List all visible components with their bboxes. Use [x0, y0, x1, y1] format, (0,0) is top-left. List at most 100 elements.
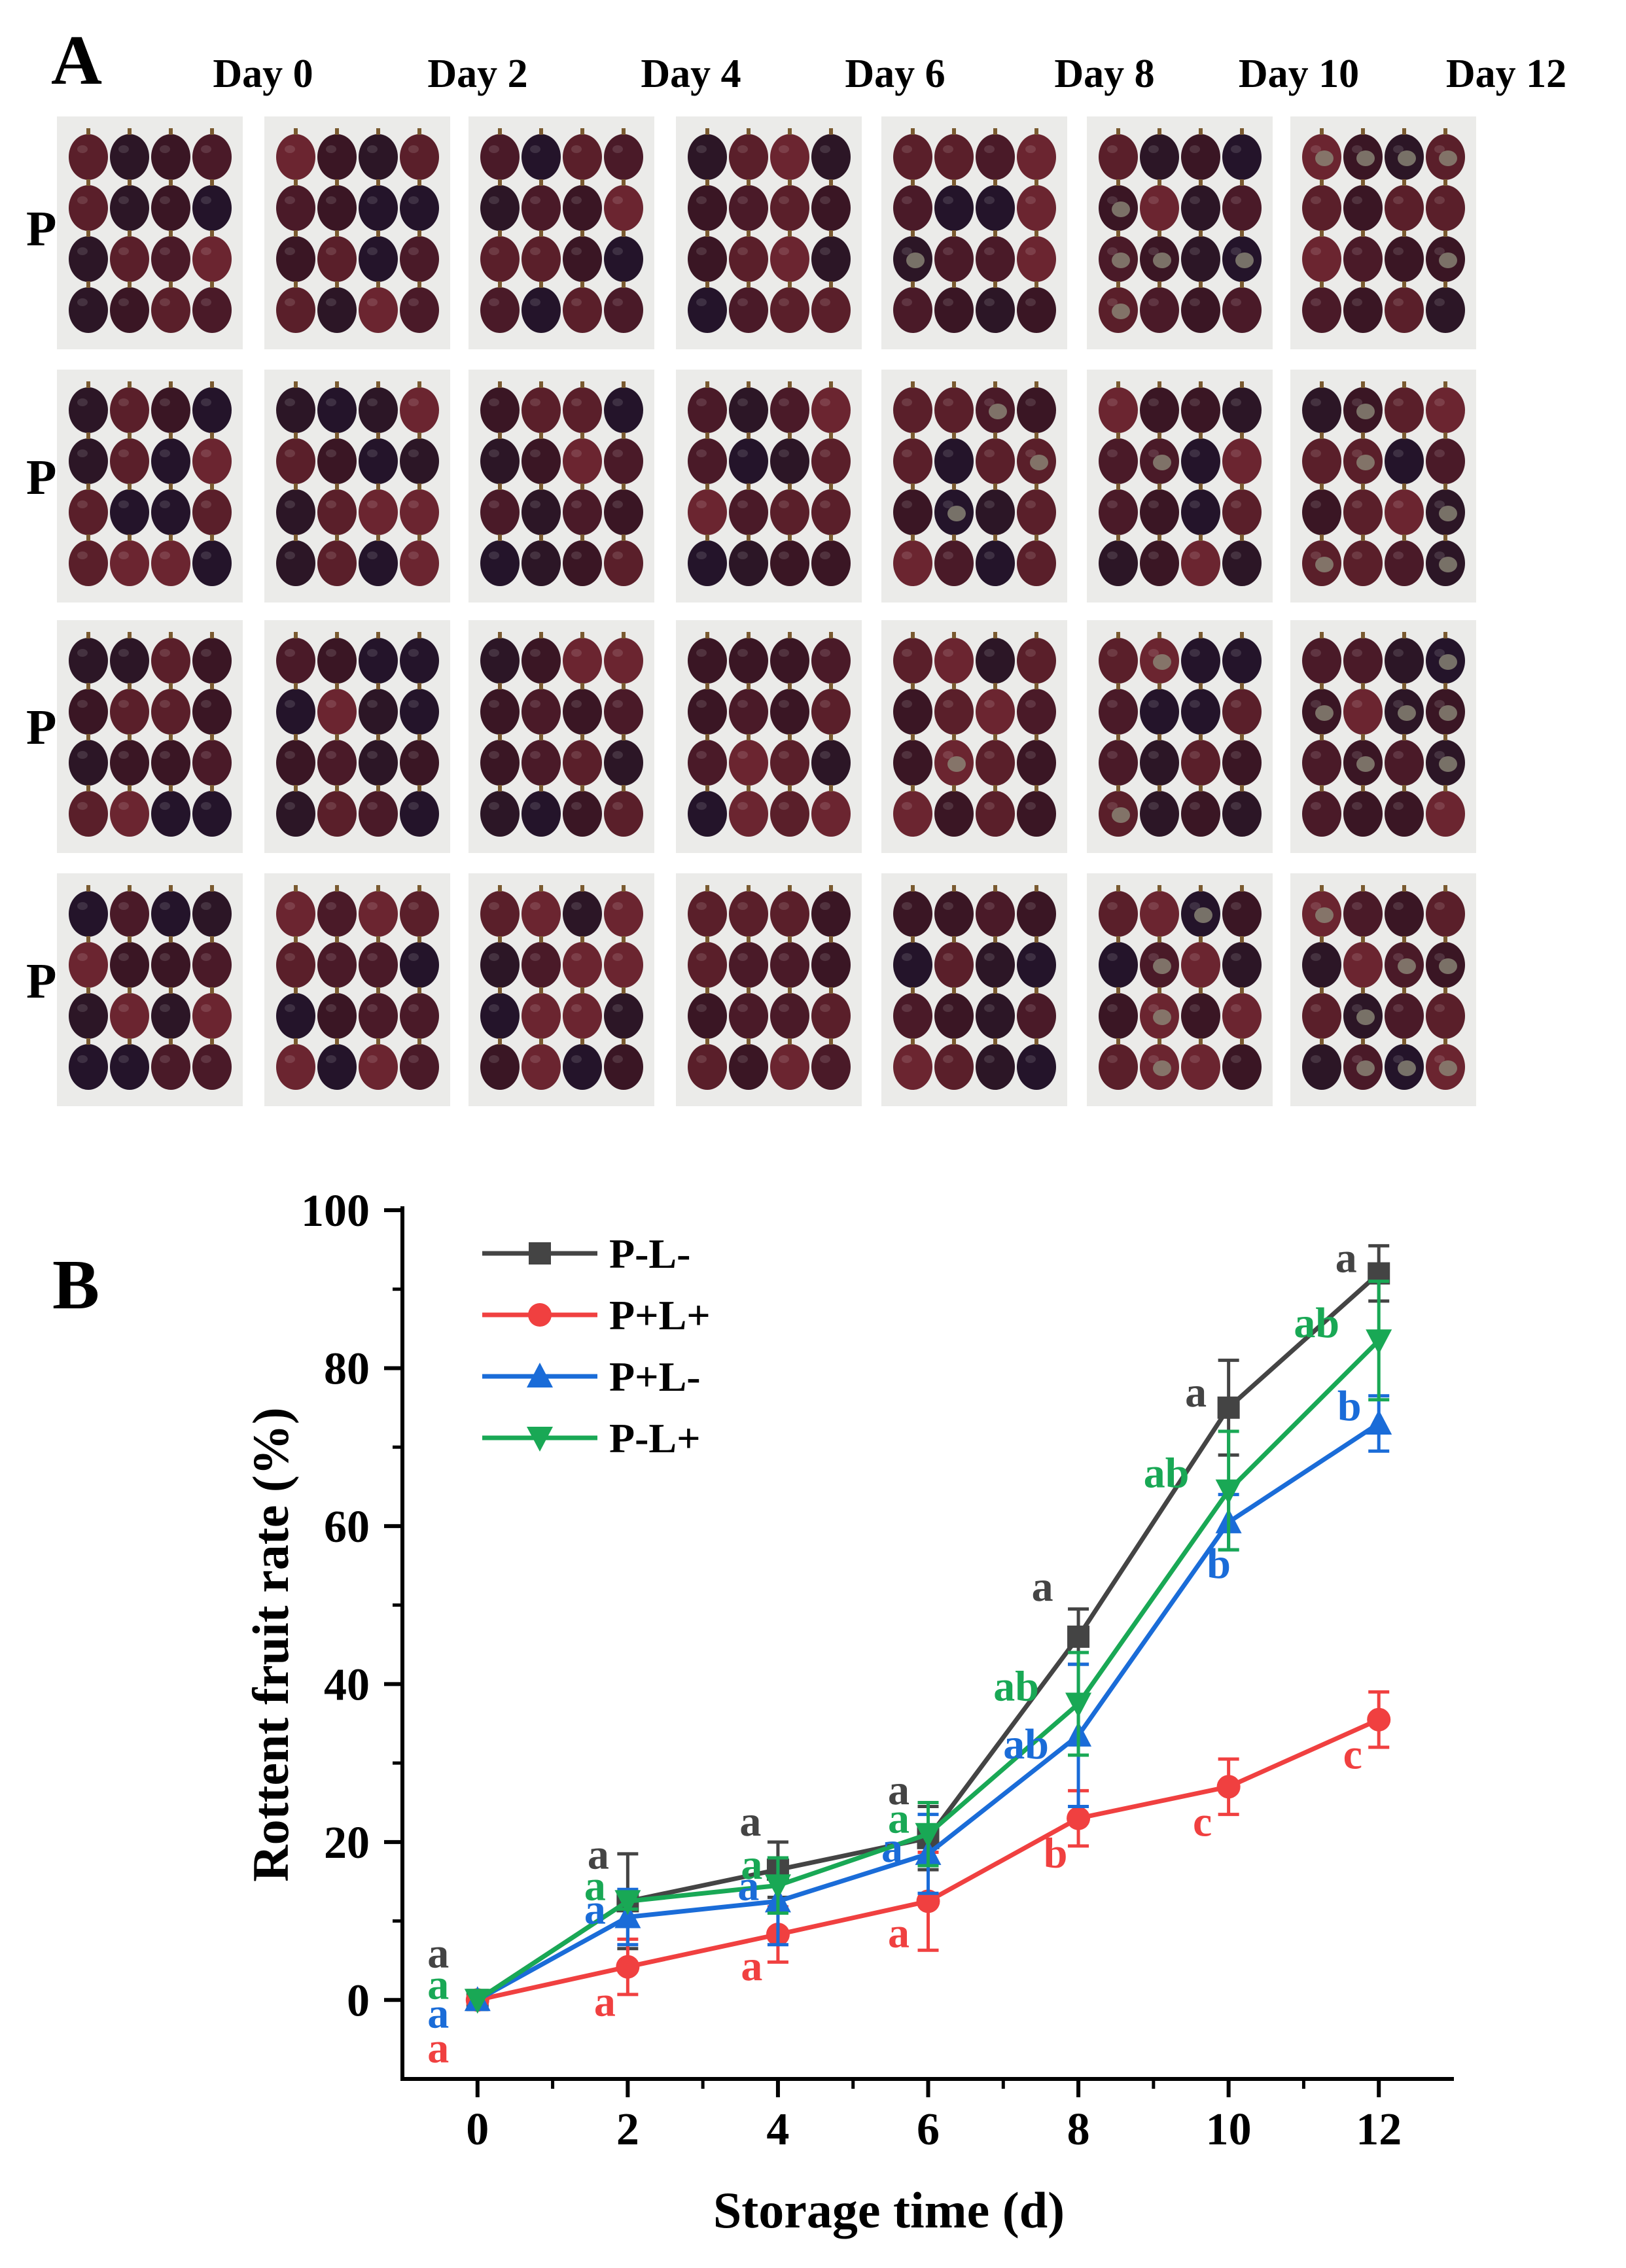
fruit-highlight — [326, 700, 336, 708]
rot-spot — [989, 404, 1007, 419]
fig-fruit — [400, 993, 439, 1039]
fruit-highlight — [201, 196, 211, 204]
fig-fruit — [151, 287, 190, 333]
fig-fruit — [1302, 185, 1341, 231]
fruit-stem — [1199, 632, 1203, 638]
fruit-highlight — [1025, 902, 1036, 910]
fruit-stem — [952, 534, 956, 541]
fruit-highlight — [737, 1055, 748, 1063]
fig-fruit — [770, 1044, 809, 1090]
fruit-stem — [1240, 1038, 1244, 1045]
fruit-highlight — [1311, 298, 1321, 306]
fig-fruit — [521, 287, 561, 333]
fruit-stem — [498, 128, 502, 135]
fruit-highlight — [1025, 247, 1036, 255]
fruit-stem — [128, 936, 132, 943]
fruit-stem — [417, 683, 421, 689]
fruit-stem — [829, 936, 833, 943]
fig-fruit — [811, 638, 851, 684]
fruit-highlight — [408, 145, 419, 153]
fruit-stem — [993, 785, 997, 792]
fig-fruit — [976, 791, 1015, 837]
fruit-highlight — [696, 902, 707, 910]
fig-fruit — [1302, 1044, 1341, 1090]
fruit-highlight — [1311, 196, 1321, 204]
fig-fruit — [563, 638, 602, 684]
fruit-highlight — [1434, 247, 1445, 255]
fig-fruit — [317, 891, 357, 937]
fruit-stem — [498, 734, 502, 741]
fruit-highlight — [1107, 449, 1118, 457]
fruit-stem — [128, 230, 132, 237]
fruit-stem — [417, 1038, 421, 1045]
fruit-highlight — [1393, 1055, 1404, 1063]
fruit-stem — [1361, 281, 1365, 288]
fruit-highlight — [984, 449, 995, 457]
fig-fruit — [1222, 489, 1262, 535]
fig-fruit — [400, 791, 439, 837]
fig-fruit — [563, 740, 602, 786]
fruit-highlight — [1190, 649, 1200, 657]
fruit-stem — [498, 230, 502, 237]
fruit-highlight — [696, 449, 707, 457]
fig-fruit — [192, 791, 232, 837]
fruit-stem — [1199, 885, 1203, 892]
fruit-highlight — [489, 551, 499, 559]
rot-spot — [1153, 654, 1171, 670]
fruit-highlight — [820, 802, 830, 810]
fruit-highlight — [902, 145, 912, 153]
fruit-photo — [881, 620, 1067, 853]
fruit-stem — [498, 1038, 502, 1045]
fruit-stem — [829, 281, 833, 288]
fruit-highlight — [285, 902, 295, 910]
fruit-stem — [1443, 632, 1447, 638]
fruit-highlight — [326, 298, 336, 306]
fruit-stem — [498, 483, 502, 490]
fig-fruit — [359, 942, 398, 988]
fruit-stem — [1320, 179, 1324, 186]
fruit-photo — [1087, 873, 1273, 1106]
fig-fruit — [110, 638, 149, 684]
fruit-highlight — [696, 700, 707, 708]
fruit-stem — [911, 885, 915, 892]
fruit-highlight — [984, 700, 995, 708]
fruit-stem — [1116, 1038, 1120, 1045]
fruit-highlight — [1352, 802, 1362, 810]
significance-letter: a — [881, 1824, 903, 1872]
fruit-stem — [417, 281, 421, 288]
fruit-stem — [376, 179, 380, 186]
fruit-highlight — [984, 902, 995, 910]
fruit-stem — [86, 381, 90, 388]
fig-fruit — [1099, 134, 1138, 180]
fruit-highlight — [118, 145, 129, 153]
fruit-stem — [747, 885, 751, 892]
fruit-highlight — [1148, 145, 1159, 153]
fruit-highlight — [326, 247, 336, 255]
day-label: Day 10 — [1239, 52, 1359, 96]
fig-fruit — [521, 1044, 561, 1090]
fruit-highlight — [902, 398, 912, 406]
fruit-stem — [1199, 785, 1203, 792]
fig-fruit — [893, 791, 932, 837]
fruit-highlight — [1107, 751, 1118, 759]
fruit-highlight — [1393, 649, 1404, 657]
fruit-highlight — [1434, 196, 1445, 204]
fruit-highlight — [571, 500, 582, 508]
fig-fruit — [688, 689, 727, 735]
fig-fruit — [976, 740, 1015, 786]
rot-spot — [1439, 557, 1457, 572]
fruit-highlight — [367, 1004, 378, 1012]
fruit-highlight — [1311, 551, 1321, 559]
fig-fruit — [276, 185, 315, 231]
fruit-highlight — [285, 298, 295, 306]
fruit-highlight — [160, 802, 170, 810]
fruit-highlight — [1352, 700, 1362, 708]
fig-fruit — [400, 287, 439, 333]
fruit-highlight — [367, 802, 378, 810]
fruit-highlight — [984, 1055, 995, 1063]
fig-fruit — [110, 438, 149, 484]
fruit-highlight — [1311, 398, 1321, 406]
fig-fruit — [1017, 638, 1056, 684]
legend-item: P+L+ — [482, 1292, 711, 1338]
fruit-stem — [210, 1038, 214, 1045]
